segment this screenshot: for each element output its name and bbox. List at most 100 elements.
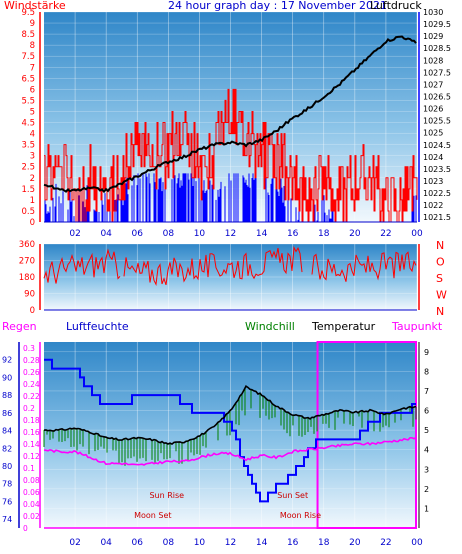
panel1-left-tick-label: 7 [30, 63, 35, 73]
panel3-x-tick-label: 22 [380, 538, 391, 548]
legend-taupunkt: Taupunkt [391, 320, 443, 333]
panel2-right-tick-label: O [436, 256, 445, 269]
panel1-left-tick-label: 0 [30, 218, 35, 228]
panel2-right-tick-label: S [436, 272, 443, 285]
panel1-left-axis-label: Windstärke [4, 0, 66, 12]
panel1-x-tick-label: 22 [380, 229, 391, 239]
regen-tick-label: 0.16 [23, 428, 40, 437]
panel2-right-tick-label: N [436, 239, 444, 252]
sun-rise-label: Sun Rise [149, 491, 184, 500]
pressure-line [43, 35, 417, 194]
temp-tick-label: 3 [424, 465, 429, 474]
panel2-left-tick-label: 90 [24, 290, 35, 300]
panel3-x-tick-label: 08 [163, 538, 175, 548]
panel1-x-tick-label: 14 [256, 229, 268, 239]
panel1-x-tick-label: 18 [318, 229, 330, 239]
panel1-left-tick-label: 1 [30, 196, 35, 206]
panel1-right-tick-label: 1028 [423, 56, 443, 65]
moon-rise-label: Moon Rise [280, 511, 321, 520]
regen-tick-label: 0.18 [23, 416, 40, 425]
panel1-left-tick-label: 6.5 [21, 74, 35, 84]
wind-speed-line [44, 88, 418, 223]
panel3-x-tick-label: 16 [287, 538, 299, 548]
panel1-right-tick-label: 1022 [423, 201, 443, 210]
panel1-left-tick-label: 8 [30, 41, 35, 51]
humidity-tick-label: 92 [2, 356, 12, 365]
panel1-right-tick-label: 1028.5 [423, 44, 451, 53]
humidity-tick-label: 74 [2, 515, 12, 524]
panel1-left-tick-label: 8.5 [21, 30, 35, 40]
panel1-right-tick-label: 1025 [423, 129, 443, 138]
panel1-x-tick-label: 02 [69, 229, 80, 239]
panel1-left-tick-label: 2 [30, 174, 35, 184]
regen-tick-label: 0.04 [23, 500, 40, 509]
panel1-right-tick-label: 1027 [423, 80, 443, 89]
legend-temperatur: Temperatur [311, 320, 376, 333]
panel1-right-tick-label: 1025.5 [423, 117, 451, 126]
panel3-x-tick-label: 04 [100, 538, 112, 548]
panel1-left-tick-label: 0.5 [21, 207, 35, 217]
regen-tick-label: 0.06 [23, 488, 40, 497]
regen-tick-label: 0.22 [23, 392, 40, 401]
panel2-left-tick-label: 180 [19, 273, 35, 283]
temp-tick-label: 9 [424, 348, 429, 357]
humidity-tick-label: 86 [2, 409, 12, 418]
panel1-left-tick-label: 3 [30, 152, 35, 162]
legend-windchill: Windchill [245, 320, 295, 333]
panel2-right-tick-label: N [436, 305, 444, 318]
sun-set-label: Sun Set [277, 491, 308, 500]
panel1-left-tick-label: 4.5 [21, 119, 35, 129]
panel3-x-tick-label: 10 [194, 538, 206, 548]
panel3-x-tick-label: 18 [318, 538, 330, 548]
dewpoint-line [43, 436, 417, 466]
panel1-right-tick-label: 1023.5 [423, 165, 451, 174]
regen-tick-label: 0.08 [23, 476, 40, 485]
panel1-right-tick-label: 1022.5 [423, 189, 451, 198]
regen-tick-label: 0.28 [23, 356, 40, 365]
panel3-x-tick-label: 14 [256, 538, 268, 548]
humidity-tick-label: 78 [2, 480, 12, 489]
panel1-x-tick-label: 06 [132, 229, 144, 239]
regen-tick-label: 0.2 [23, 404, 35, 413]
panel1-left-tick-label: 4 [30, 130, 35, 140]
temp-tick-label: 2 [424, 485, 429, 494]
panel1-right-tick-label: 1021.5 [423, 213, 451, 222]
regen-tick-label: 0.26 [23, 368, 40, 377]
panel1-left-tick-label: 7.5 [21, 52, 35, 62]
legend-regen: Regen [2, 320, 37, 333]
regen-tick-label: 0 [23, 524, 28, 533]
panel1-right-tick-label: 1026.5 [423, 92, 451, 101]
panel1-left-tick-label: 9 [30, 19, 35, 29]
temp-tick-label: 6 [424, 407, 429, 416]
panel1-right-tick-label: 1029.5 [423, 20, 451, 29]
humidity-tick-label: 88 [2, 391, 12, 400]
temperature-line [43, 385, 417, 446]
regen-tick-label: 0.12 [23, 452, 40, 461]
regen-tick-label: 0.02 [23, 512, 40, 521]
panel1-x-tick-label: 10 [194, 229, 206, 239]
panel1-x-tick-label: 16 [287, 229, 299, 239]
temp-tick-label: 1 [424, 504, 429, 513]
panel1-x-tick-label: 04 [100, 229, 112, 239]
temp-tick-label: 8 [424, 367, 429, 376]
panel1-x-tick-label: 12 [225, 229, 236, 239]
humidity-tick-label: 90 [2, 373, 12, 382]
panel1-left-tick-label: 1.5 [21, 185, 35, 195]
panel1-right-tick-label: 1024.5 [423, 141, 451, 150]
panel1-left-tick-label: 2.5 [21, 163, 35, 173]
panel3-x-tick-label: 02 [69, 538, 80, 548]
panel1-left-tick-label: 9.5 [21, 8, 35, 18]
panel2-left-tick-label: 0 [30, 306, 35, 316]
wind-direction-line [43, 245, 417, 287]
panel1-left-tick-label: 3.5 [21, 141, 35, 151]
panel3-x-tick-label: 20 [349, 538, 361, 548]
humidity-tick-label: 80 [2, 462, 12, 471]
panel1-x-tick-label: 20 [349, 229, 361, 239]
panel1-right-tick-label: 1024 [423, 153, 443, 162]
humidity-tick-label: 82 [2, 444, 12, 453]
panel1-right-tick-label: 1023 [423, 177, 443, 186]
panel1-left-tick-label: 5.5 [21, 96, 35, 106]
legend-luftfeuchte: Luftfeuchte [66, 320, 129, 333]
